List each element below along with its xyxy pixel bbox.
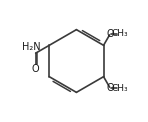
Text: O: O [107,29,114,39]
Text: H₂N: H₂N [22,42,41,52]
Text: O: O [32,64,40,74]
Text: O: O [107,83,114,93]
Text: CH₃: CH₃ [111,29,128,38]
Text: CH₃: CH₃ [111,84,128,93]
